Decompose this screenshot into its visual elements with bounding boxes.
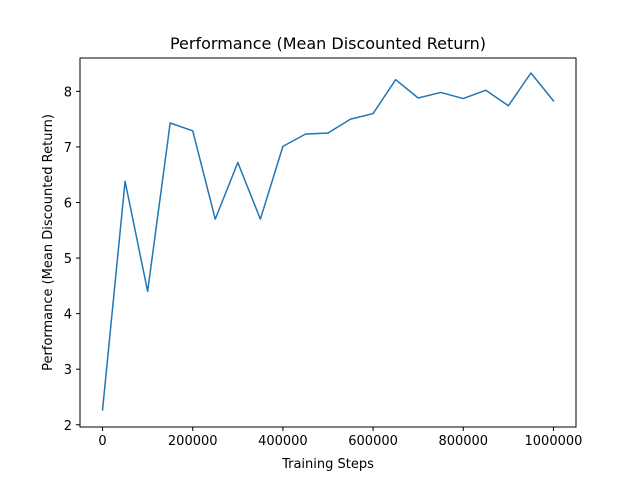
y-tick-label: 4 <box>64 308 72 323</box>
plot-area <box>101 72 555 411</box>
y-tick-label: 2 <box>64 419 72 434</box>
x-tick-label: 600000 <box>348 434 398 449</box>
x-tick-label: 1000000 <box>525 434 583 449</box>
y-tick-label: 5 <box>64 252 72 267</box>
x-tick-label: 800000 <box>438 434 488 449</box>
x-axis-ticks: 0 200000 400000 600000 800000 1000000 <box>98 427 582 449</box>
series-line-0 <box>101 72 555 411</box>
y-tick-label: 3 <box>64 363 72 378</box>
y-tick-label: 8 <box>64 85 72 100</box>
x-tick-label: 0 <box>98 434 106 449</box>
x-tick-label: 200000 <box>168 434 218 449</box>
y-axis-ticks: 2 3 4 5 6 7 8 <box>64 85 80 434</box>
x-axis-label: Training Steps <box>281 457 374 472</box>
y-tick-label: 7 <box>64 141 72 156</box>
y-tick-label: 6 <box>64 196 72 211</box>
x-tick-label: 400000 <box>258 434 308 449</box>
axes-frame <box>79 57 577 428</box>
chart-title: Performance (Mean Discounted Return) <box>170 34 486 53</box>
y-axis-label: Performance (Mean Discounted Return) <box>41 114 56 371</box>
